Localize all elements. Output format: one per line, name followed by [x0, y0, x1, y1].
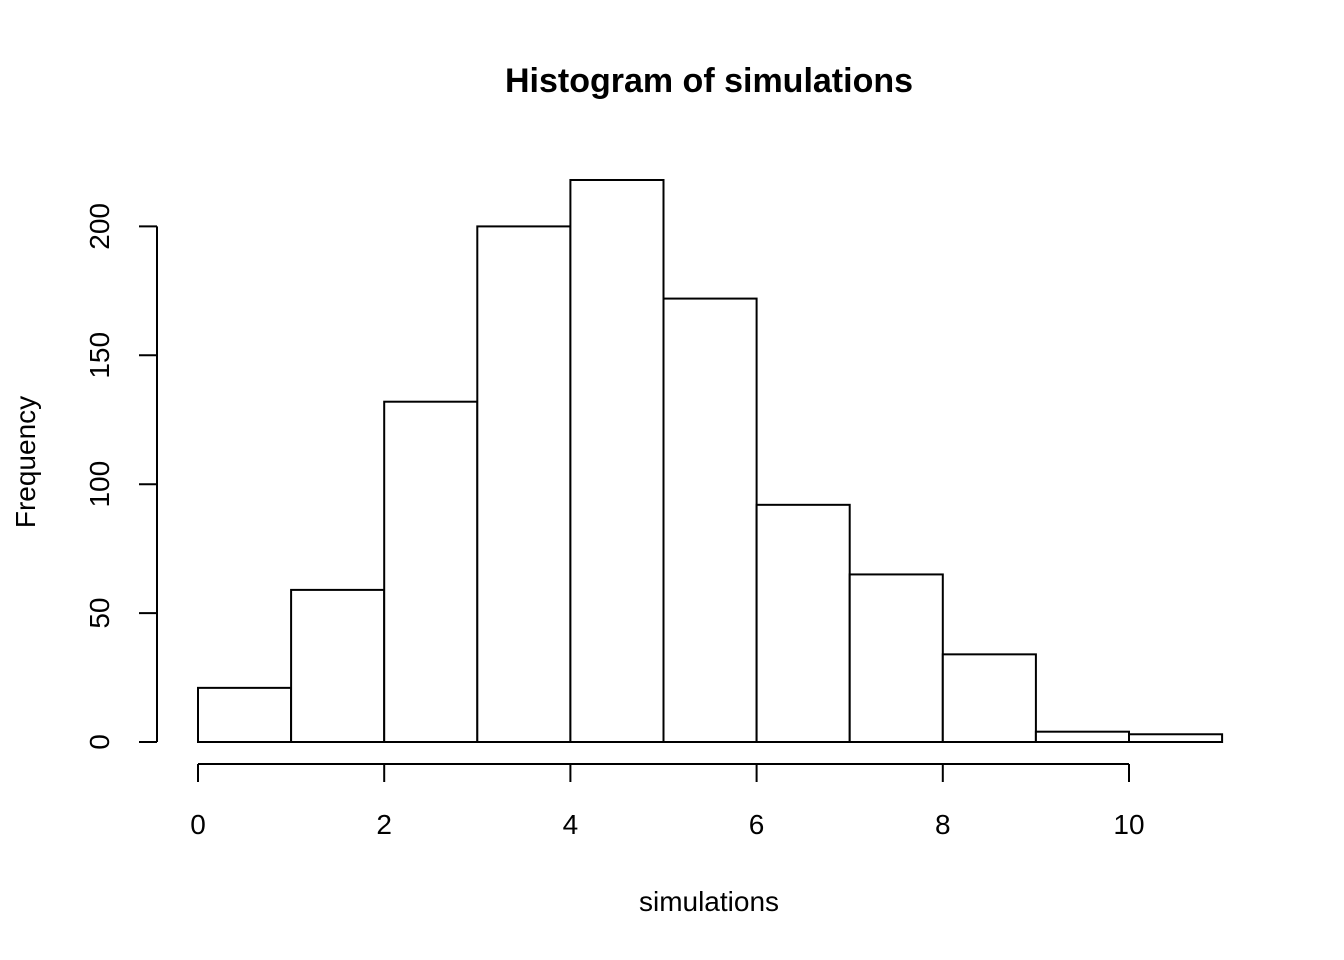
chart-title: Histogram of simulations [505, 62, 913, 100]
x-tick-label-0: 0 [190, 809, 206, 840]
y-tick-label-4: 200 [84, 203, 115, 250]
x-tick-label-3: 6 [749, 809, 765, 840]
y-axis-label: Frequency [10, 396, 41, 528]
histogram-bar-3 [476, 225, 572, 743]
histogram-bar-6 [755, 503, 851, 743]
y-tick-label-1: 50 [84, 598, 115, 629]
x-tick-label-2: 4 [563, 809, 579, 840]
y-tick-label-0: 0 [84, 734, 115, 750]
bars-group [197, 178, 1224, 744]
histogram-bar-7 [848, 573, 944, 743]
x-axis-label: simulations [639, 886, 779, 917]
y-tick-label-3: 150 [84, 332, 115, 379]
histogram-bar-9 [1034, 730, 1131, 743]
x-tick-label-1: 2 [376, 809, 392, 840]
y-tick-label-2: 100 [84, 461, 115, 508]
histogram-bar-1 [290, 588, 386, 744]
histogram-bar-2 [383, 400, 479, 743]
histogram-bar-0 [197, 686, 293, 743]
histogram-bar-5 [662, 297, 758, 743]
x-tick-label-5: 10 [1113, 809, 1144, 840]
x-tick-label-4: 8 [935, 809, 951, 840]
histogram-bar-4 [569, 178, 665, 744]
histogram-bar-8 [941, 653, 1037, 744]
histogram-bar-10 [1128, 733, 1224, 743]
x-axis: 0 2 4 6 8 10 [190, 763, 1145, 840]
y-axis: 0 50 100 150 200 [84, 203, 158, 750]
